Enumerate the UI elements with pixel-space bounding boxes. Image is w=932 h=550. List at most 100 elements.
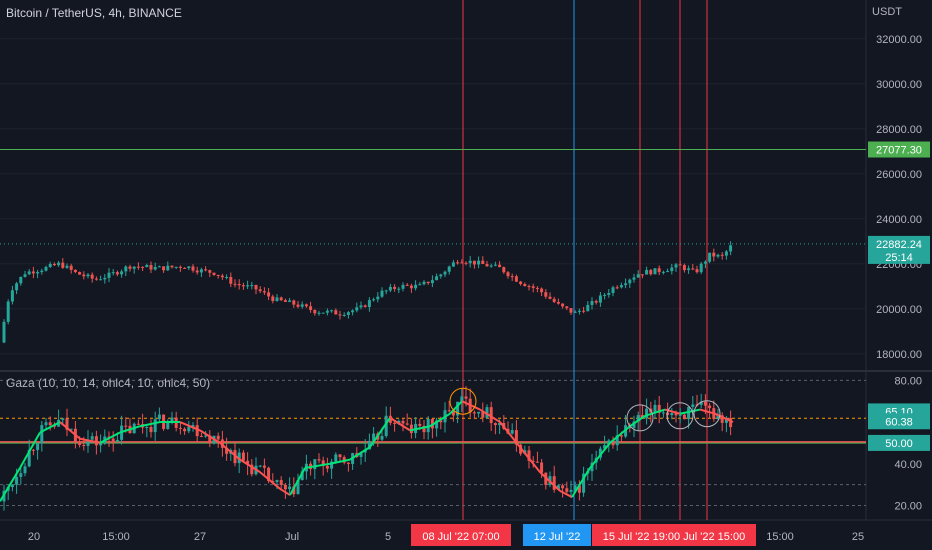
oscillator-signal-line — [19, 431, 41, 469]
oscillator-candle-body — [69, 428, 73, 430]
oscillator-candle-body — [401, 420, 405, 424]
candle-body — [544, 292, 548, 297]
candle-body — [57, 262, 61, 266]
oscillator-signal-line — [609, 425, 631, 444]
oscillator-candle-body — [552, 476, 556, 490]
oscillator-signal-line — [59, 421, 81, 440]
oscillator-candle-body — [661, 412, 665, 414]
oscillator-signal-line — [499, 421, 521, 448]
candle-body — [397, 288, 401, 290]
candle-body — [569, 308, 573, 313]
oscillator-candle-body — [645, 408, 649, 419]
signal-circle — [449, 387, 477, 415]
candle-body — [145, 265, 149, 268]
candle-body — [695, 269, 699, 273]
candle-body — [678, 264, 682, 266]
oscillator-candle-body — [565, 488, 569, 492]
candle-body — [527, 286, 531, 288]
candle-body — [262, 291, 266, 293]
currency-label: USDT — [872, 6, 902, 18]
oscillator-candle-body — [317, 459, 321, 461]
time-tick-label: 20 — [28, 531, 40, 543]
oscillator-candle-body — [456, 401, 460, 416]
price-tick-label: 26000.00 — [876, 169, 922, 181]
oscillator-candle-body — [493, 423, 497, 426]
candle-body — [435, 276, 439, 281]
candle-body — [586, 304, 590, 312]
candle-body — [405, 284, 409, 286]
oscillator-candle-body — [288, 486, 292, 490]
candle-body — [703, 261, 707, 264]
candle-body — [107, 272, 111, 278]
candle-body — [661, 271, 665, 273]
oscillator-signal-line — [479, 408, 501, 423]
candle-body — [174, 266, 178, 268]
oscillator-candle-body — [262, 465, 266, 468]
candle-body — [279, 297, 283, 301]
oscillator-candle-body — [632, 421, 636, 428]
oscillator-candle-body — [157, 414, 161, 420]
oscillator-value-badge — [868, 434, 930, 451]
candle-body — [44, 266, 48, 271]
oscillator-candle-body — [313, 459, 317, 470]
candle-body — [212, 272, 216, 275]
candle-body — [208, 270, 212, 273]
oscillator-candle-body — [65, 418, 69, 430]
candle-body — [561, 303, 565, 307]
oscillator-candle-body — [460, 396, 464, 402]
oscillator-signal-line — [329, 458, 351, 465]
candle-body — [141, 266, 145, 268]
candle-body — [708, 252, 712, 262]
candle-body — [199, 269, 203, 273]
candle-body — [23, 274, 27, 277]
oscillator-candle-body — [115, 439, 119, 442]
time-tick-label: 15:00 — [766, 531, 794, 543]
oscillator-signal-line — [79, 437, 101, 444]
oscillator-candle-body — [23, 466, 27, 474]
candle-body — [699, 263, 703, 273]
oscillator-candle-body — [527, 450, 531, 461]
candle-body — [514, 276, 518, 282]
candle-body — [367, 300, 371, 307]
oscillator-candle-body — [582, 473, 586, 493]
candle-body — [191, 266, 195, 271]
candle-body — [682, 265, 686, 271]
candle-body — [325, 310, 329, 313]
oscillator-tick-label: 40.00 — [894, 459, 922, 471]
candle-body — [451, 262, 455, 267]
candle-body — [716, 254, 720, 257]
candle-body — [241, 285, 245, 287]
oscillator-signal-line — [119, 425, 141, 434]
horizontal-level-badge — [868, 141, 930, 158]
oscillator-candle-body — [577, 485, 581, 493]
candle-body — [691, 268, 695, 270]
oscillator-signal-line — [714, 412, 734, 423]
candle-body — [153, 266, 157, 270]
candle-body — [162, 266, 166, 271]
oscillator-candle-body — [195, 425, 199, 437]
candle-body — [393, 286, 397, 289]
candle-body — [481, 260, 485, 264]
oscillator-candle-body — [598, 448, 602, 458]
oscillator-candle-body — [258, 465, 262, 467]
price-tick-label: 28000.00 — [876, 124, 922, 136]
oscillator-candle-body — [330, 461, 334, 469]
oscillator-candle-body — [82, 444, 86, 446]
oscillator-candle-body — [556, 485, 560, 490]
oscillator-candle-body — [15, 476, 19, 485]
oscillator-signal-line — [664, 408, 681, 415]
oscillator-candle-body — [489, 407, 493, 424]
candle-body — [670, 267, 674, 272]
oscillator-candle-body — [703, 401, 707, 406]
candle-body — [456, 262, 460, 264]
oscillator-candle-body — [573, 485, 577, 490]
oscillator-signal-line — [99, 431, 121, 444]
oscillator-candle-body — [90, 436, 94, 440]
oscillator-candle-body — [611, 440, 615, 446]
candle-body — [640, 274, 644, 276]
candle-body — [317, 312, 321, 314]
oscillator-candle-body — [603, 445, 607, 449]
candle-body — [401, 284, 405, 289]
oscillator-candle-body — [153, 419, 157, 433]
